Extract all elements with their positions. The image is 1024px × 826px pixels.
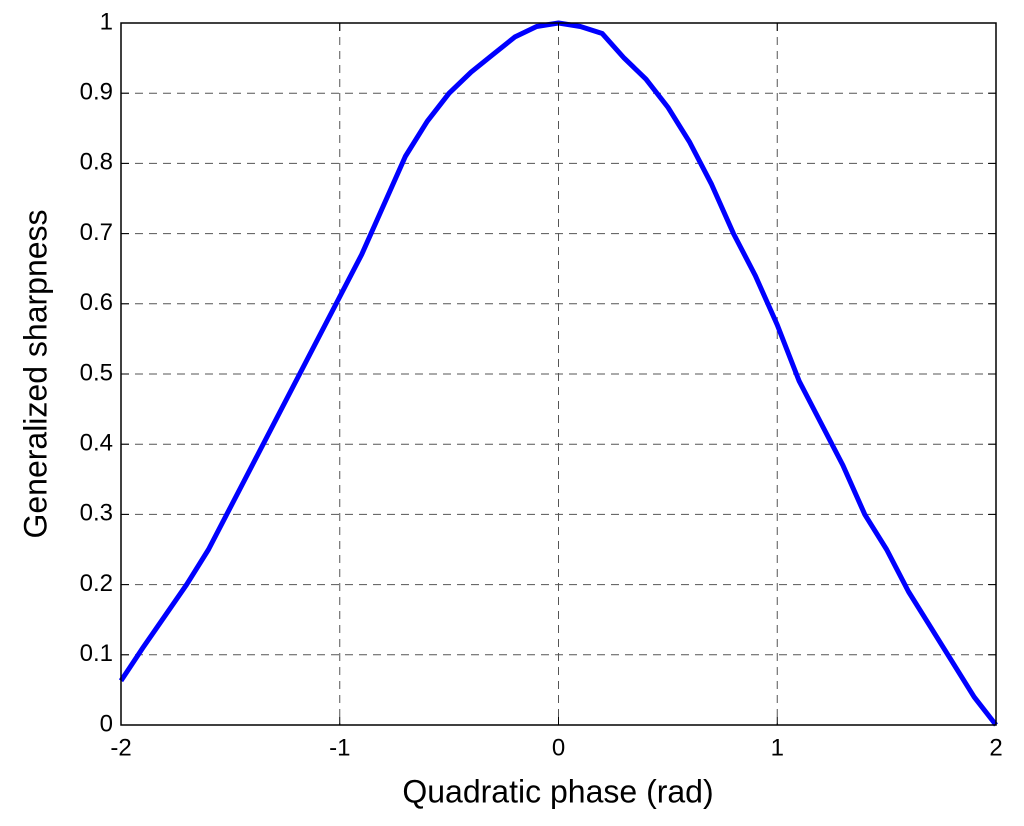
y-tick-label: 0.6 [80,289,113,316]
y-tick-label: 0.2 [80,570,113,597]
y-tick-label: 0.9 [80,79,113,106]
x-tick-label: -2 [110,734,131,761]
x-tick-label: 1 [771,734,784,761]
x-axis-label: Quadratic phase (rad) [402,773,713,809]
y-tick-label: 0.4 [80,430,113,457]
x-tick-label: -1 [329,734,350,761]
y-tick-label: 0.1 [80,640,113,667]
y-tick-label: 0 [100,710,113,737]
x-tick-label: 0 [552,734,565,761]
y-axis-label: Generalized sharpness [17,209,53,538]
x-tick-label: 2 [989,734,1002,761]
y-tick-label: 0.5 [80,359,113,386]
y-tick-label: 0.3 [80,500,113,527]
y-tick-label: 1 [100,8,113,35]
y-tick-label: 0.7 [80,219,113,246]
y-tick-label: 0.8 [80,149,113,176]
